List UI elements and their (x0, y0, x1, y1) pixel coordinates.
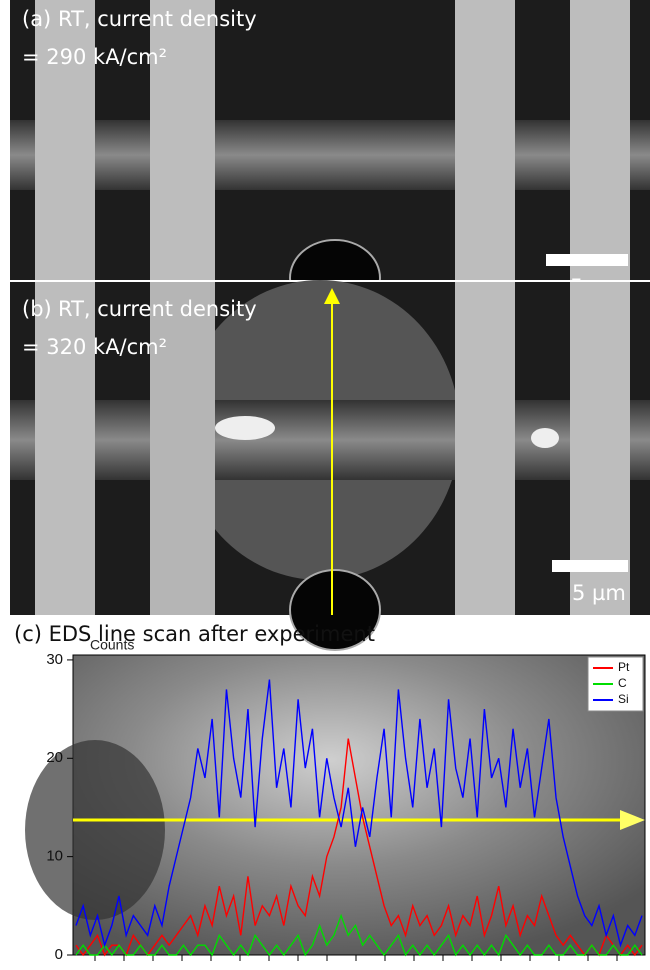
y-axis-label: Counts (90, 637, 134, 653)
legend-label: Si (618, 692, 629, 706)
series-line (75, 679, 643, 948)
scale-bar-label: 5 µm (572, 581, 626, 605)
y-tick-label: 0 (55, 946, 63, 963)
panel-b: (b) RT, current density = 320 kA/cm² 5 µ… (10, 280, 650, 651)
y-tick-label: 30 (46, 651, 63, 668)
y-tick-label: 10 (46, 848, 63, 865)
panel-label: (a) (22, 7, 51, 31)
panel-label: (b) (22, 297, 52, 321)
series-line (75, 913, 643, 957)
chart-title: (c) EDS line scan after experiment (14, 622, 375, 646)
panel-caption: RT, current density (58, 297, 257, 321)
legend-label: Pt (618, 660, 630, 674)
panel-caption: = 290 kA/cm² (22, 45, 167, 69)
legend-label: C (618, 676, 627, 690)
panel-caption: RT, current density (58, 7, 257, 31)
panel-a: (a) RT, current density = 290 kA/cm² 5 µ… (10, 0, 650, 317)
x-ticks (94, 955, 618, 961)
y-tick-label: 20 (46, 749, 63, 766)
panel-caption: = 320 kA/cm² (22, 335, 167, 359)
series-line (75, 738, 643, 957)
plot (75, 679, 643, 957)
